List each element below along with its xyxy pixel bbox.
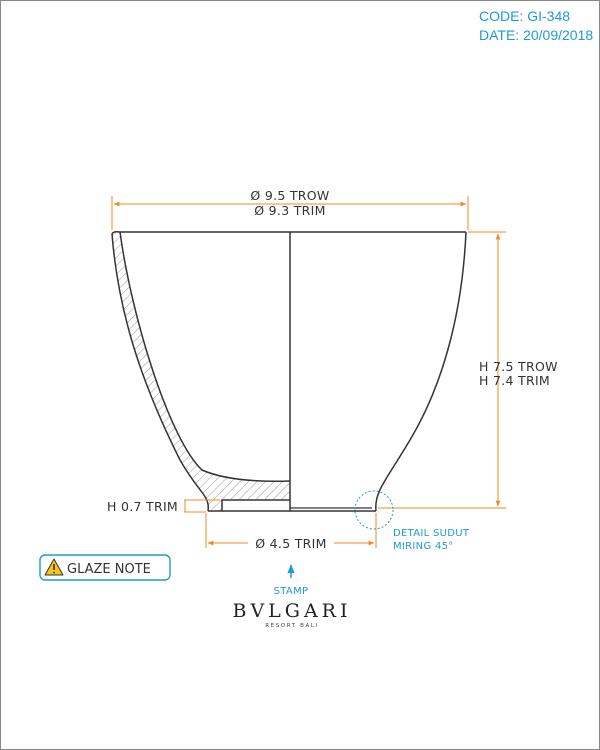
diameter-trim-label: Ø 9.3 TRIM [254,203,325,218]
bowl-cross-section [111,231,467,512]
drawing-date: DATE: 20/09/2018 [479,27,593,43]
detail-line-1: DETAIL SUDUT [393,528,470,539]
height-trim-label: H 7.4 TRIM [479,373,550,388]
foot-recess-left [221,499,290,511]
logo-name: BVLGARI [232,600,351,622]
diameter-dimension: Ø 9.5 TROW Ø 9.3 TRIM [111,188,469,230]
glaze-note-box: GLAZE NOTE [39,554,171,581]
bvlgari-logo: BVLGARI RESORT BALI [232,600,351,629]
foot-diameter-label: Ø 4.5 TRIM [255,536,326,551]
height-dimension: H 7.5 TROW H 7.4 TRIM [378,231,558,509]
rim-line [111,231,466,235]
height-trow-label: H 7.5 TROW [479,359,558,374]
outer-right-profile [375,231,467,512]
product-code: CODE: GI-348 [479,8,570,24]
hatched-wall-section [111,231,290,511]
foot-height-dimension: H 0.7 TRIM [107,499,220,514]
detail-circle [354,490,394,530]
warning-icon [44,558,64,576]
stamp-indicator: STAMP [274,564,309,597]
glaze-note-frame [39,554,171,581]
detail-callout: DETAIL SUDUT MIRING 45° [354,490,470,552]
foot-height-label: H 0.7 TRIM [107,499,178,514]
outer-left-profile [111,233,209,512]
glaze-note-label: GLAZE NOTE [67,562,151,577]
logo-subtitle: RESORT BALI [265,623,318,629]
stamp-label: STAMP [274,586,309,597]
inner-profile-line [119,231,291,482]
foot-diameter-dimension: Ø 4.5 TRIM [205,513,377,551]
diameter-trow-label: Ø 9.5 TROW [250,188,329,203]
detail-line-2: MIRING 45° [393,541,454,552]
